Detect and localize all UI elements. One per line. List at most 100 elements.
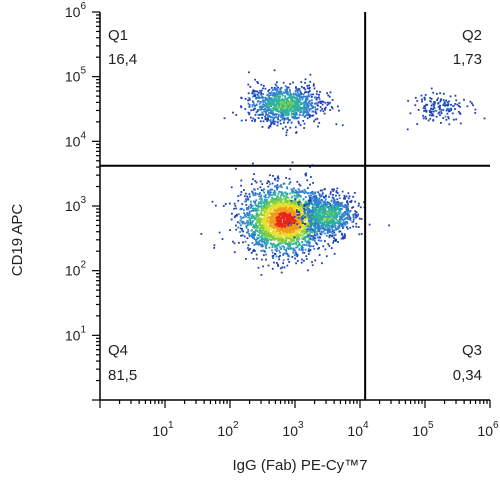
data-point bbox=[285, 239, 288, 242]
data-point bbox=[267, 105, 270, 108]
data-point bbox=[269, 211, 271, 213]
data-point bbox=[337, 211, 340, 214]
data-point bbox=[327, 202, 329, 205]
data-point bbox=[280, 114, 282, 117]
data-point bbox=[277, 239, 280, 242]
data-point bbox=[278, 202, 281, 205]
data-point bbox=[259, 235, 262, 238]
data-point bbox=[280, 116, 283, 118]
data-point bbox=[290, 222, 293, 225]
data-point bbox=[287, 245, 290, 248]
data-point bbox=[267, 115, 269, 118]
data-point bbox=[270, 232, 273, 235]
data-point bbox=[304, 114, 307, 117]
data-point bbox=[276, 229, 279, 232]
data-point bbox=[350, 201, 352, 203]
data-point bbox=[315, 197, 318, 199]
data-point bbox=[349, 218, 352, 221]
data-point bbox=[285, 226, 288, 229]
data-point bbox=[271, 243, 274, 246]
data-point bbox=[295, 97, 298, 99]
data-point bbox=[315, 205, 318, 207]
data-point bbox=[315, 214, 318, 216]
data-point bbox=[309, 222, 312, 224]
data-point bbox=[285, 197, 288, 199]
data-point bbox=[297, 209, 300, 211]
data-point bbox=[285, 117, 288, 120]
data-point bbox=[314, 241, 317, 244]
data-point bbox=[320, 233, 323, 236]
data-point bbox=[274, 220, 276, 222]
data-point bbox=[273, 123, 276, 126]
data-point bbox=[259, 186, 262, 189]
data-point bbox=[275, 198, 278, 201]
data-point bbox=[267, 203, 270, 206]
data-point bbox=[276, 184, 279, 187]
data-point bbox=[306, 117, 309, 120]
data-point bbox=[277, 219, 279, 222]
data-point bbox=[308, 95, 311, 98]
data-point bbox=[278, 190, 281, 193]
data-point bbox=[426, 103, 429, 106]
data-point bbox=[319, 189, 322, 192]
data-point bbox=[308, 87, 311, 90]
data-point bbox=[446, 107, 448, 110]
data-point bbox=[339, 218, 341, 221]
data-point bbox=[317, 224, 319, 227]
data-point bbox=[277, 177, 280, 180]
data-point bbox=[255, 229, 257, 231]
data-point bbox=[322, 206, 324, 209]
data-point bbox=[260, 101, 262, 104]
data-point bbox=[292, 81, 294, 84]
data-point bbox=[256, 93, 259, 96]
data-point bbox=[274, 252, 276, 255]
data-point bbox=[243, 189, 245, 191]
data-point bbox=[302, 191, 305, 194]
data-point bbox=[276, 200, 279, 203]
data-point bbox=[295, 86, 297, 89]
data-point bbox=[304, 95, 307, 98]
data-point bbox=[283, 119, 286, 122]
data-point bbox=[275, 89, 278, 91]
data-point bbox=[284, 103, 286, 106]
data-point bbox=[321, 231, 324, 233]
data-point bbox=[268, 92, 270, 94]
data-point bbox=[273, 234, 276, 237]
data-point bbox=[283, 204, 286, 207]
data-point bbox=[258, 234, 261, 237]
data-point bbox=[327, 219, 330, 222]
data-point bbox=[315, 206, 318, 209]
data-point bbox=[338, 209, 341, 212]
data-point bbox=[288, 200, 291, 203]
data-point bbox=[312, 214, 314, 217]
data-point bbox=[288, 93, 291, 96]
data-point bbox=[281, 194, 284, 196]
data-point bbox=[246, 237, 249, 240]
data-point bbox=[266, 242, 269, 245]
data-point bbox=[248, 210, 251, 213]
data-point bbox=[277, 186, 280, 189]
data-point bbox=[312, 204, 315, 207]
data-point bbox=[323, 112, 326, 115]
data-point bbox=[258, 221, 261, 224]
data-point bbox=[287, 235, 289, 238]
data-point bbox=[286, 187, 289, 190]
data-point bbox=[257, 117, 260, 119]
data-point bbox=[263, 220, 266, 223]
data-point bbox=[274, 92, 277, 95]
data-point bbox=[255, 239, 257, 241]
data-point bbox=[259, 120, 262, 123]
data-point bbox=[262, 245, 264, 248]
data-point bbox=[316, 90, 318, 93]
data-point bbox=[274, 230, 277, 232]
data-point bbox=[291, 110, 294, 112]
data-point bbox=[271, 249, 273, 252]
data-point bbox=[308, 210, 311, 212]
data-point bbox=[294, 90, 297, 93]
data-point bbox=[277, 118, 280, 121]
data-point bbox=[281, 214, 283, 217]
data-point bbox=[282, 210, 284, 213]
data-point bbox=[306, 207, 309, 209]
data-point bbox=[332, 213, 335, 216]
data-point bbox=[317, 247, 319, 250]
